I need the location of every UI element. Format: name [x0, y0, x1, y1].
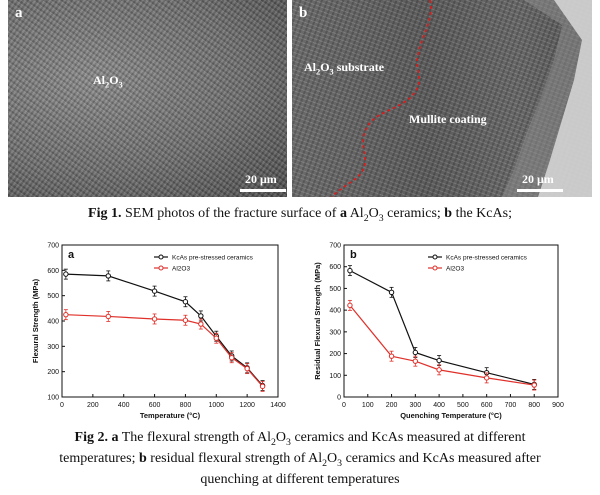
figure-2-caption-line-2: temperatures; b residual flexural streng… [59, 450, 541, 469]
al2o3-label: Al2O3 [93, 73, 123, 90]
legend-label: Al2O3 [446, 266, 464, 273]
x-tick-label: 400 [433, 402, 445, 409]
data-point [198, 313, 204, 319]
scale-bar-label-a: 20 μm [245, 172, 277, 186]
chart-a-svg: 0 200 400 600 800 1000 1200 1400 100 200 300 400 500… [31, 243, 286, 421]
figure-2-caption-line-3: quenching at different temperatures [200, 471, 400, 487]
scale-bar-a [240, 189, 286, 192]
x-tick-label: 400 [118, 402, 130, 409]
data-point [151, 316, 158, 322]
y-tick-label: 200 [329, 351, 341, 358]
sem-image-a: a Al2O3 20 μm [8, 0, 287, 197]
data-point [63, 271, 69, 277]
data-point [388, 289, 395, 296]
x-tick-label: 1200 [239, 402, 255, 409]
data-point [412, 358, 419, 364]
figure-1-caption: Fig 1. SEM photos of the fracture surfac… [88, 206, 512, 224]
y-tick-label: 400 [47, 319, 59, 326]
data-point [436, 367, 442, 373]
panel-letter: a [68, 249, 75, 261]
coating-region-graphic [331, 0, 592, 197]
mullite-coating-label: Mullite coating [409, 112, 487, 126]
chart-b: 0 100 200 300 400 500 600 700 800 900 0 100 200 300 40… [300, 235, 596, 425]
panel-letter-a: a [15, 5, 23, 21]
plot-frame [343, 244, 559, 398]
scale-bar-label-b: 20 μm [522, 172, 554, 186]
scale-bar-b [517, 189, 563, 192]
y-axis-label: Flexural Strength (MPa) [31, 278, 40, 363]
data-point [436, 357, 442, 364]
y-tick-label: 300 [47, 344, 59, 351]
data-point [229, 355, 235, 361]
data-point [213, 335, 219, 341]
legend-label: KcAs pre-stressed ceramics [446, 255, 528, 262]
data-point [347, 267, 353, 274]
panel-letter: b [350, 249, 357, 261]
legend-label: Al2O3 [172, 266, 190, 273]
legend-label: KcAs pre-stressed ceramics [172, 255, 254, 262]
series-line-1 [349, 270, 535, 385]
data-point [483, 375, 490, 381]
series-line-2 [349, 304, 535, 386]
data-point [63, 311, 69, 318]
data-point [244, 365, 250, 372]
x-tick-label: 1400 [270, 402, 286, 409]
y-tick-label: 700 [329, 243, 341, 250]
data-point [531, 382, 537, 388]
data-point [182, 317, 189, 323]
x-tick-label: 100 [362, 402, 374, 409]
x-axis-label: Temperature (°C) [140, 411, 201, 420]
panel-letter-b: b [299, 5, 308, 21]
y-tick-label: 500 [47, 293, 59, 300]
chart-a: 0 200 400 600 800 1000 1200 1400 100 200 300 400 500… [4, 235, 294, 425]
x-tick-label: 0 [60, 402, 64, 409]
y-tick-label: 300 [329, 329, 341, 336]
x-tick-label: 1000 [208, 402, 224, 409]
x-tick-label: 200 [87, 402, 99, 409]
y-tick-label: 400 [329, 308, 341, 315]
plot-frame [61, 244, 279, 398]
data-point [198, 321, 204, 327]
x-tick-label: 900 [552, 402, 564, 409]
sem-image-b: b Al2O3 substrate Mullite coating 20 μm [292, 0, 592, 197]
x-tick-label: 800 [528, 402, 540, 409]
y-tick-label: 0 [337, 395, 341, 402]
x-axis-label: Quenching Temperature (°C) [400, 411, 502, 420]
data-point [412, 349, 419, 356]
data-point [388, 353, 395, 359]
legend-marker [432, 254, 438, 260]
y-tick-label: 100 [329, 373, 341, 380]
legend-marker [158, 254, 164, 260]
al2o3-substrate-label: Al2O3 substrate [304, 60, 385, 77]
x-tick-label: 0 [342, 402, 346, 409]
y-tick-label: 500 [329, 286, 341, 293]
x-tick-label: 600 [481, 402, 493, 409]
y-tick-label: 600 [329, 264, 341, 271]
figure-2-caption: Fig 2. a The flexural strength of Al2O3 … [0, 430, 600, 488]
x-tick-label: 500 [457, 402, 469, 409]
y-tick-label: 600 [47, 268, 59, 275]
data-point [182, 299, 189, 305]
data-point [105, 273, 111, 279]
x-tick-label: 300 [409, 402, 421, 409]
data-point [151, 288, 158, 294]
y-tick-label: 700 [47, 243, 59, 250]
x-tick-label: 700 [505, 402, 517, 409]
series-line-1 [65, 273, 264, 386]
x-tick-label: 800 [180, 402, 192, 409]
x-tick-label: 200 [386, 402, 398, 409]
legend-marker [432, 265, 438, 271]
y-axis-label: Residual Flexural Strength (MPa) [313, 262, 322, 380]
data-point [259, 383, 266, 390]
y-tick-label: 200 [47, 369, 59, 376]
figure-2-caption-line-1: Fig 2. a The flexural strength of Al2O3 … [74, 430, 526, 448]
data-point [347, 302, 353, 309]
chart-b-svg: 0 100 200 300 400 500 600 700 800 900 0 100 200 300 40… [313, 243, 564, 421]
legend-marker [158, 265, 164, 271]
series-line-2 [65, 314, 264, 387]
x-tick-label: 600 [149, 402, 161, 409]
data-point [105, 313, 111, 320]
y-tick-label: 100 [47, 395, 59, 402]
